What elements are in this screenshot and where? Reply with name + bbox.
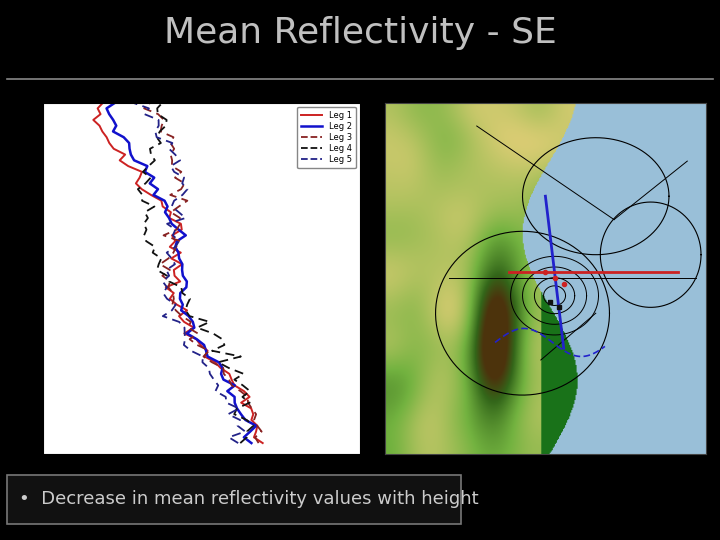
Text: Mean Reflectivity - SE: Mean Reflectivity - SE [163, 16, 557, 50]
Text: •  Decrease in mean reflectivity values with height: • Decrease in mean reflectivity values w… [19, 490, 478, 509]
Title: Profiles: Profiles [175, 87, 228, 100]
FancyBboxPatch shape [7, 475, 461, 524]
Legend: Leg 1, Leg 2, Leg 3, Leg 4, Leg 5: Leg 1, Leg 2, Leg 3, Leg 4, Leg 5 [297, 107, 356, 168]
X-axis label: Reflectivity (dBZ): Reflectivity (dBZ) [153, 479, 250, 489]
Y-axis label: Altitude (km): Altitude (km) [6, 241, 16, 315]
